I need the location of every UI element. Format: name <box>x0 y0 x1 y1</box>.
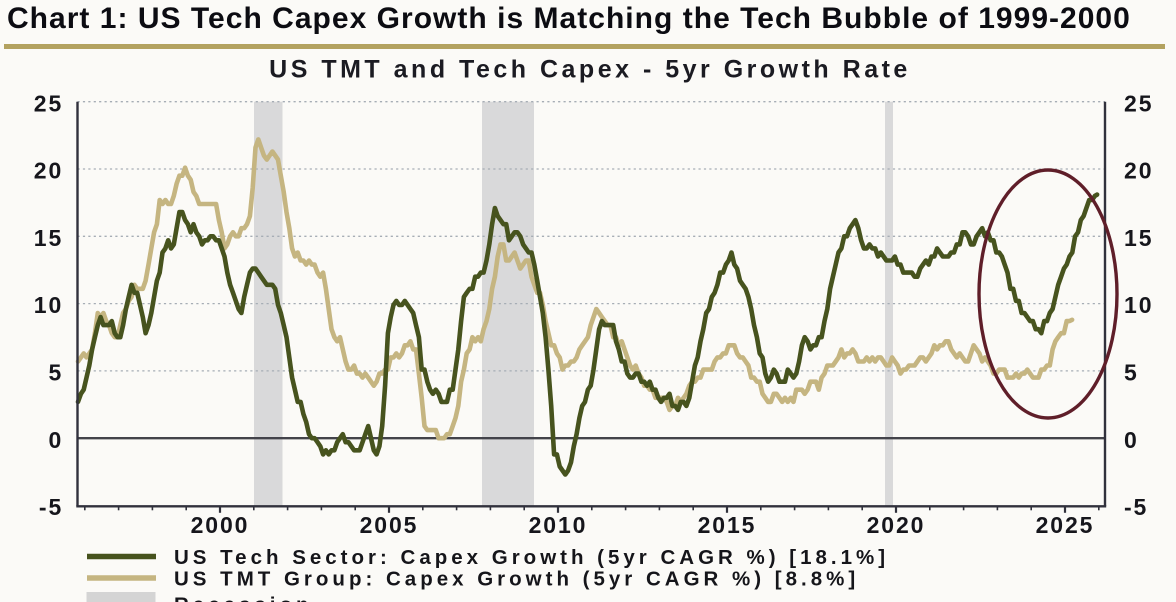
svg-text:2000: 2000 <box>191 512 250 538</box>
svg-text:2015: 2015 <box>698 512 757 538</box>
svg-text:2025: 2025 <box>1036 512 1095 538</box>
svg-text:5: 5 <box>1124 360 1139 386</box>
svg-text:Recession: Recession <box>174 594 313 602</box>
svg-text:5: 5 <box>48 360 63 386</box>
svg-text:25: 25 <box>34 90 63 116</box>
svg-text:15: 15 <box>34 225 63 251</box>
svg-text:Chart 1: US Tech Capex Growth: Chart 1: US Tech Capex Growth is Matchin… <box>7 2 1131 35</box>
svg-text:0: 0 <box>1124 427 1139 453</box>
svg-text:20: 20 <box>1124 158 1153 184</box>
svg-text:25: 25 <box>1124 90 1153 116</box>
svg-text:US TMT and Tech Capex - 5yr Gr: US TMT and Tech Capex - 5yr Growth Rate <box>269 56 911 84</box>
svg-text:20: 20 <box>34 158 63 184</box>
svg-text:2020: 2020 <box>867 512 926 538</box>
svg-text:0: 0 <box>48 427 63 453</box>
svg-text:2005: 2005 <box>360 512 419 538</box>
svg-text:US Tech Sector: Capex Growth (: US Tech Sector: Capex Growth (5yr CAGR %… <box>174 546 889 569</box>
svg-text:2010: 2010 <box>529 512 588 538</box>
svg-text:-5: -5 <box>39 494 63 520</box>
svg-text:15: 15 <box>1124 225 1153 251</box>
svg-text:10: 10 <box>1124 292 1153 318</box>
svg-text:10: 10 <box>34 292 63 318</box>
svg-text:US TMT Group: Capex Growth (5y: US TMT Group: Capex Growth (5yr CAGR %) … <box>174 568 859 591</box>
svg-text:-5: -5 <box>1124 494 1148 520</box>
